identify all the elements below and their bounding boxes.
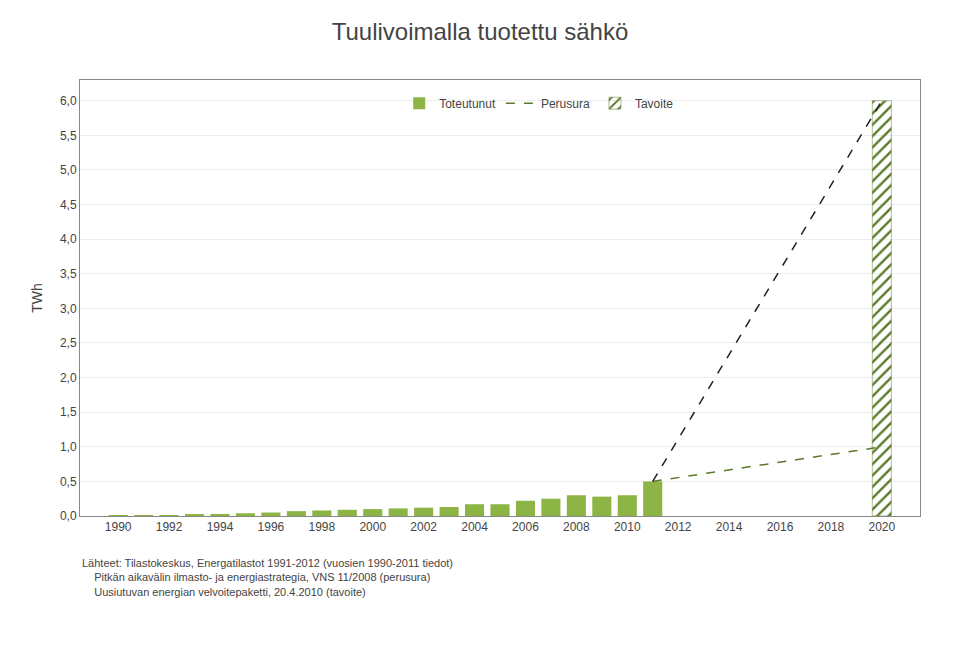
svg-text:1,0: 1,0: [60, 440, 77, 454]
svg-text:2014: 2014: [716, 520, 743, 534]
svg-text:2004: 2004: [461, 520, 488, 534]
svg-text:2010: 2010: [614, 520, 641, 534]
svg-text:2000: 2000: [359, 520, 386, 534]
svg-text:0,0: 0,0: [60, 509, 77, 523]
svg-text:2008: 2008: [563, 520, 590, 534]
svg-text:3,0: 3,0: [60, 302, 77, 316]
svg-text:2018: 2018: [818, 520, 845, 534]
svg-text:1992: 1992: [156, 520, 183, 534]
svg-text:Perusura: Perusura: [541, 97, 590, 111]
svg-text:2,5: 2,5: [60, 336, 77, 350]
svg-text:1998: 1998: [308, 520, 335, 534]
svg-text:5,0: 5,0: [60, 163, 77, 177]
svg-text:1,5: 1,5: [60, 405, 77, 419]
svg-text:TWh: TWh: [29, 283, 45, 313]
svg-text:2,0: 2,0: [60, 371, 77, 385]
svg-text:2012: 2012: [665, 520, 692, 534]
svg-text:Lähteet: Tilastokeskus, Energa: Lähteet: Tilastokeskus, Energatilastot 1…: [82, 557, 453, 598]
svg-text:6,0: 6,0: [60, 94, 77, 108]
svg-text:5,5: 5,5: [60, 129, 77, 143]
svg-text:2016: 2016: [767, 520, 794, 534]
svg-text:Toteutunut: Toteutunut: [439, 97, 496, 111]
svg-text:4,0: 4,0: [60, 232, 77, 246]
svg-text:1990: 1990: [105, 520, 132, 534]
svg-text:Tuulivoimalla tuotettu sähkö: Tuulivoimalla tuotettu sähkö: [332, 18, 629, 45]
svg-text:Tavoite: Tavoite: [635, 97, 673, 111]
svg-text:1996: 1996: [258, 520, 285, 534]
svg-text:0,5: 0,5: [60, 475, 77, 489]
svg-text:2020: 2020: [868, 520, 895, 534]
svg-text:2002: 2002: [410, 520, 437, 534]
svg-text:2006: 2006: [512, 520, 539, 534]
svg-text:3,5: 3,5: [60, 267, 77, 281]
svg-text:1994: 1994: [207, 520, 234, 534]
svg-text:4,5: 4,5: [60, 198, 77, 212]
